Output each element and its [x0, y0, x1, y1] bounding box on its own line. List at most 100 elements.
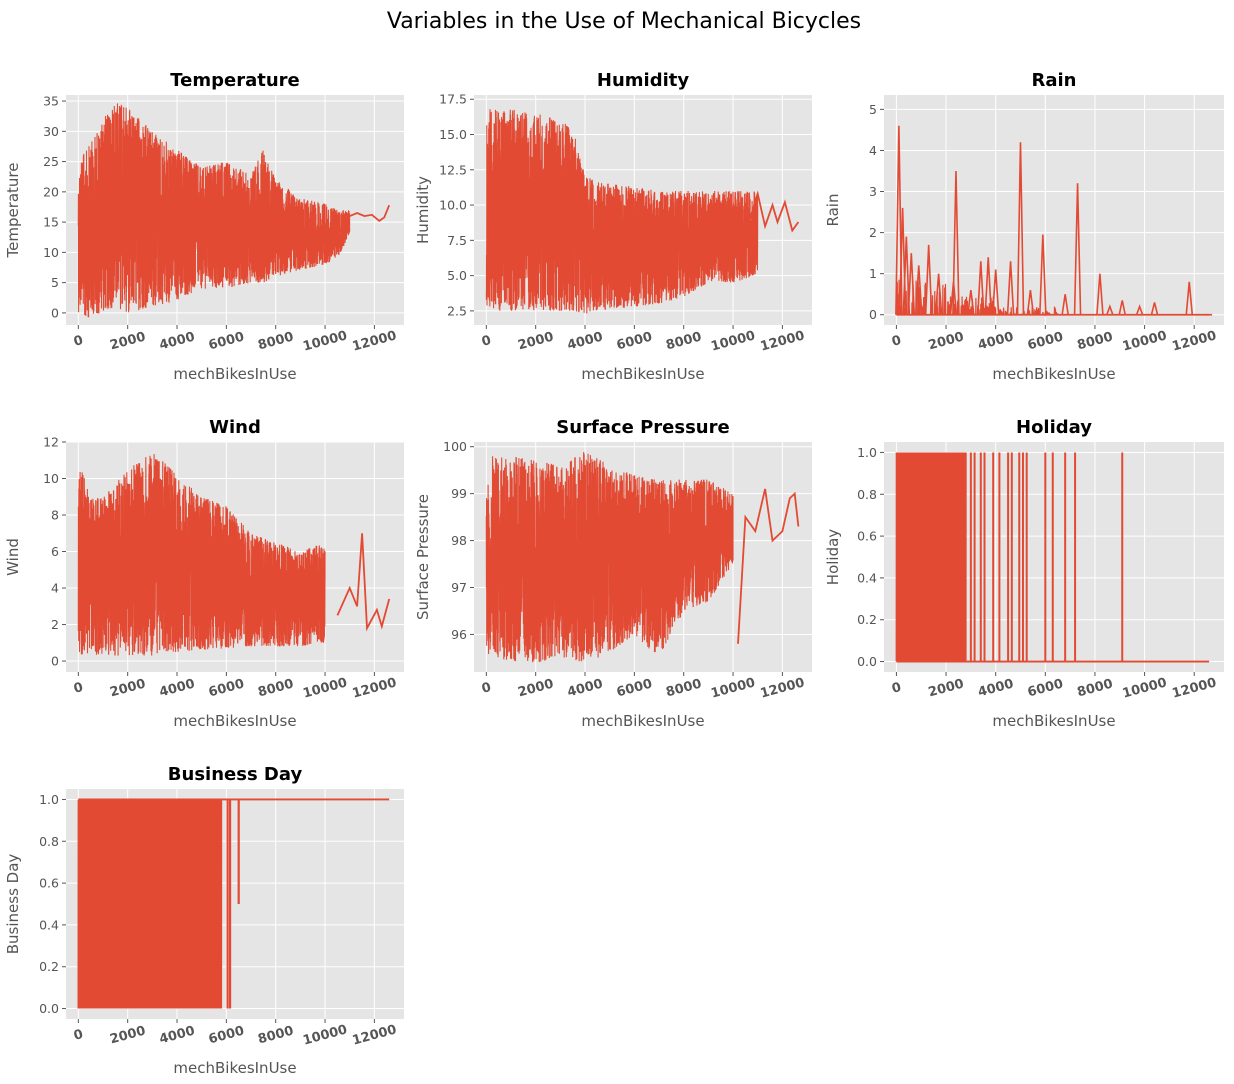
x-tick-label: 6000: [207, 677, 246, 701]
y-tick-label: 10: [43, 245, 59, 260]
figure-title: Variables in the Use of Mechanical Bicyc…: [387, 9, 861, 34]
y-tick-label: 30: [43, 124, 59, 139]
panel-humidity: 2.5 5.0 7.5 10.0 12.5 15.0 17.5 0 2000 4000 6000 80…: [414, 70, 812, 383]
y-tick-label: 5.0: [447, 268, 467, 283]
x-tick-label: 12000: [351, 675, 399, 701]
x-tick-label: 12000: [759, 328, 807, 354]
x-tick-label: 10000: [301, 328, 349, 354]
panel-holiday: 0.0 0.2 0.4 0.6 0.8 1.0 0 2000 4000 6000 8000 10000…: [824, 417, 1224, 730]
rain-spike: [924, 244, 933, 315]
x-tick-label: 12000: [351, 328, 399, 354]
y-tick-label: 15.0: [439, 127, 467, 142]
y-tick-label: 1: [869, 266, 877, 281]
x-tick-label: 8000: [256, 677, 295, 701]
x-tick-label: 4000: [158, 677, 197, 701]
y-tick-label: 98: [451, 533, 467, 548]
x-tick-label: 6000: [615, 677, 654, 701]
rain-spike: [934, 273, 943, 315]
y-tick-label: 0.8: [39, 834, 59, 849]
x-tick-label: 10000: [301, 675, 349, 701]
x-tick-label: 0: [72, 1027, 85, 1044]
series-wind: [77, 454, 391, 656]
y-tick-label: 2.5: [447, 303, 467, 318]
line-surface-pressure-tail: [737, 488, 800, 644]
y-tick-label: 4: [51, 581, 59, 596]
x-tick-label: 10000: [709, 675, 757, 701]
line-business-day-dense: [77, 799, 223, 1009]
x-tick-label: 8000: [1076, 677, 1115, 701]
y-tick-label: 97: [451, 580, 467, 595]
x-tick-label: 8000: [1076, 330, 1115, 354]
panel-title: Temperature: [170, 70, 299, 91]
panel-title: Humidity: [597, 70, 689, 91]
x-tick-label: 4000: [158, 330, 197, 354]
x-tick-label: 12000: [351, 1022, 399, 1048]
y-tick-label: 0: [51, 654, 59, 669]
x-tick-label: 2000: [108, 330, 147, 354]
x-tick-label: 0: [890, 680, 903, 697]
x-tick-label: 4000: [976, 330, 1015, 354]
x-tick-label: 6000: [207, 330, 246, 354]
y-tick-label: 5: [869, 102, 877, 117]
rain-spike: [1106, 304, 1114, 316]
x-tick-label: 4000: [158, 1024, 197, 1048]
rain-spike: [1135, 304, 1144, 316]
y-axis-label: Business Day: [4, 854, 22, 955]
x-tick-label: 0: [890, 333, 903, 350]
panel-rain: 0 1 2 3 4 5 0 2000 4000 6000 8000 10000 12000 Rain mec…: [824, 70, 1224, 383]
y-tick-label: 4: [869, 143, 877, 158]
series-humidity: [485, 109, 800, 314]
x-tick-label: 6000: [1026, 330, 1065, 354]
y-tick-label: 2: [51, 617, 59, 632]
y-axis-label: Wind: [4, 538, 22, 576]
y-axis-label: Surface Pressure: [414, 494, 432, 620]
rain-spike: [967, 289, 975, 315]
rain-spike: [1096, 273, 1104, 315]
panel-title: Holiday: [1016, 417, 1092, 438]
x-axis-label: mechBikesInUse: [581, 712, 704, 730]
y-tick-label: 10.0: [439, 198, 467, 213]
x-tick-label: 8000: [664, 330, 703, 354]
x-tick-label: 0: [72, 680, 85, 697]
x-tick-label: 2000: [516, 677, 555, 701]
x-tick-label: 8000: [664, 677, 703, 701]
y-tick-label: 12.5: [439, 162, 467, 177]
line-surface-pressure-dense: [485, 452, 734, 663]
panel-business-day: 0.0 0.2 0.4 0.6 0.8 1.0 0 2000 4000 6000 8000 10000…: [4, 764, 404, 1077]
x-tick-label: 2000: [927, 330, 966, 354]
y-tick-label: 0.0: [39, 1001, 59, 1016]
x-tick-label: 8000: [256, 330, 295, 354]
x-tick-label: 6000: [615, 330, 654, 354]
x-tick-label: 0: [480, 680, 493, 697]
y-tick-label: 0.0: [857, 654, 877, 669]
x-tick-label: 4000: [566, 677, 605, 701]
y-tick-label: 20: [43, 184, 59, 199]
rain-spike: [976, 261, 985, 315]
series-holiday: [895, 452, 1210, 663]
panel-temperature: 0 5 10 15 20 25 30 35 0 2000 4000 6000 8000 10000 1200…: [4, 70, 404, 383]
y-tick-label: 2: [869, 225, 877, 240]
y-tick-label: 15: [43, 215, 59, 230]
x-axis-label: mechBikesInUse: [992, 712, 1115, 730]
y-tick-label: 0.2: [39, 959, 59, 974]
y-tick-label: 35: [43, 94, 59, 109]
rain-spike: [1006, 261, 1015, 315]
x-tick-label: 2000: [516, 330, 555, 354]
plot-area: [884, 95, 1224, 325]
line-holiday-dense: [895, 452, 967, 662]
y-tick-label: 3: [869, 184, 877, 199]
x-axis-label: mechBikesInUse: [173, 365, 296, 383]
line-wind-tail: [336, 533, 391, 632]
rain-spike: [1185, 281, 1194, 315]
rain-spike: [991, 269, 1000, 315]
y-tick-label: 0.4: [857, 570, 877, 585]
y-tick-label: 6: [51, 544, 59, 559]
series-rain: [895, 125, 1213, 317]
panel-title: Rain: [1032, 70, 1077, 91]
rain-spike: [1150, 302, 1159, 315]
y-axis-label: Rain: [824, 194, 842, 227]
line-temperature-dense: [77, 103, 351, 318]
line-wind-dense: [77, 454, 326, 656]
x-tick-label: 0: [72, 333, 85, 350]
